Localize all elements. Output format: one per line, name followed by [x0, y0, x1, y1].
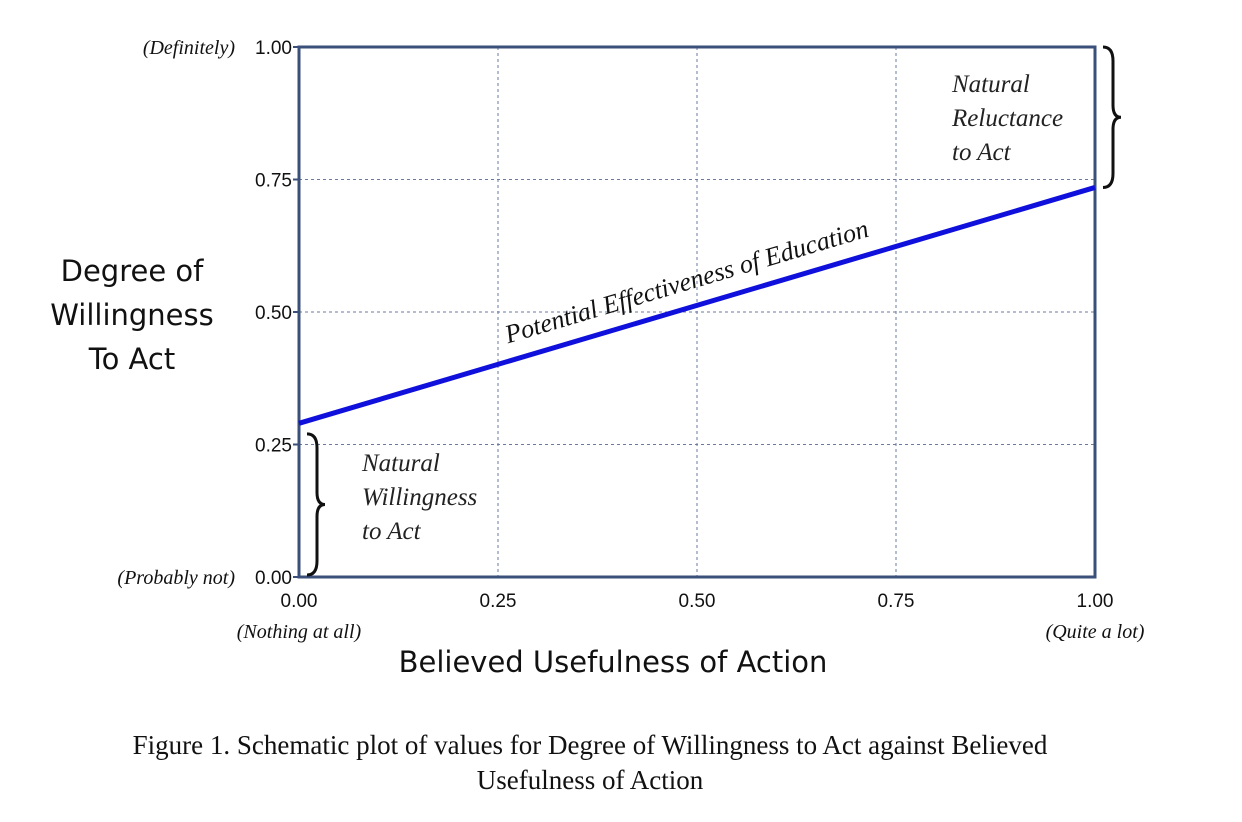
- x-tick-label-3: 0.75: [878, 591, 915, 612]
- figure-caption: Figure 1. Schematic plot of values for D…: [20, 728, 1160, 798]
- annotation-natural-reluctance-line-2: to Act: [952, 139, 1012, 166]
- y-tick-label-4: 1.00: [255, 38, 292, 59]
- x-tick-label-0: 0.00: [281, 591, 318, 612]
- y-tick-label-0: 0.00: [255, 568, 292, 589]
- y-axis-title-line-1: Willingness: [50, 298, 214, 332]
- y-axis-title-line-0: Degree of: [61, 254, 205, 288]
- y-qualifier-min: (Probably not): [117, 567, 235, 589]
- brace-natural-willingness: [306, 432, 326, 577]
- annotation-natural-reluctance-line-0: Natural: [951, 71, 1030, 98]
- chart: 0.00 0.25 0.50 0.75 1.00 0.00 0.25 0.50 0.75 1.00…: [50, 37, 1145, 679]
- x-tick-label-2: 0.50: [679, 591, 716, 612]
- series-label-0: Potential Effectiveness of Education: [501, 214, 872, 349]
- x-tick-label-4: 1.00: [1077, 591, 1114, 612]
- y-axis-title-line-2: To Act: [88, 342, 175, 376]
- y-qualifier-max: (Definitely): [143, 37, 236, 59]
- caption-line-1: Figure 1. Schematic plot of values for D…: [132, 730, 1048, 760]
- x-axis-title: Believed Usefulness of Action: [399, 645, 828, 679]
- series-line-0: [298, 185, 1096, 426]
- annotation-natural-reluctance-line-1: Reluctance: [951, 105, 1063, 132]
- y-tick-label-3: 0.75: [255, 171, 292, 192]
- annotation-natural-willingness-line-1: Willingness: [362, 484, 477, 511]
- y-tick-label-1: 0.25: [255, 436, 292, 457]
- annotation-natural-willingness: Natural Willingness to Act: [361, 450, 477, 545]
- annotation-natural-reluctance: Natural Reluctance to Act: [951, 71, 1063, 166]
- y-tick-label-2: 0.50: [255, 303, 292, 324]
- x-qualifier-max: (Quite a lot): [1046, 621, 1145, 643]
- caption-line-2: Usefulness of Action: [476, 765, 704, 795]
- x-qualifier-min: (Nothing at all): [237, 621, 362, 643]
- brace-natural-reluctance: [1102, 45, 1122, 189]
- x-tick-label-1: 0.25: [480, 591, 517, 612]
- annotation-natural-willingness-line-0: Natural: [361, 450, 440, 477]
- y-axis-title: Degree of Willingness To Act: [50, 254, 214, 376]
- annotation-natural-willingness-line-2: to Act: [362, 518, 422, 545]
